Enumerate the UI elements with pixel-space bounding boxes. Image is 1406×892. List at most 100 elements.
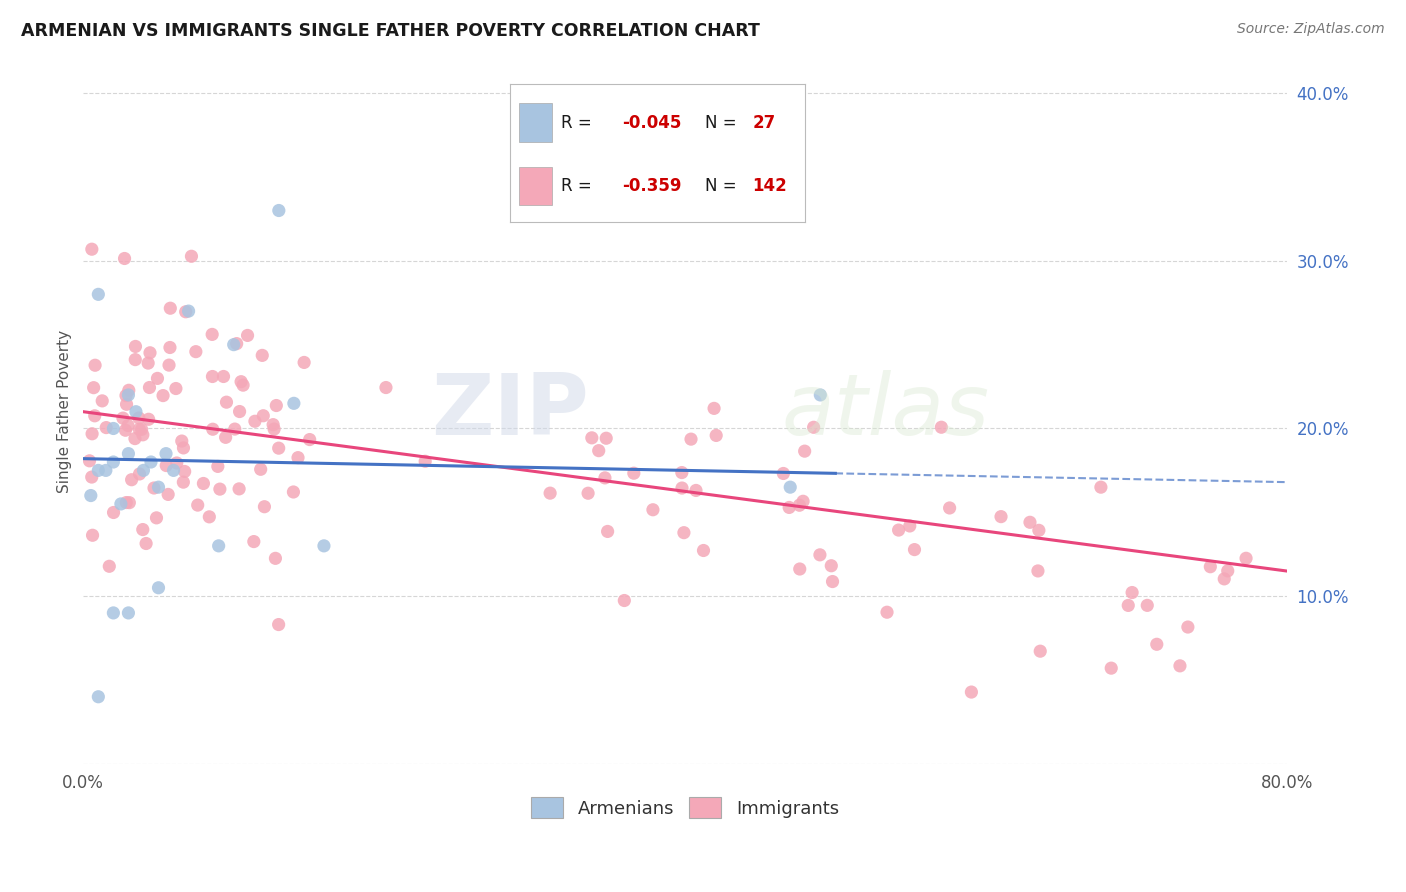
Point [118, 496, 141, 510]
Point [262, 417, 284, 432]
Point [898, 519, 921, 533]
Point [184, 344, 207, 359]
Point [312, 539, 335, 553]
Point [789, 498, 811, 512]
Point [375, 380, 398, 394]
Point [931, 420, 953, 434]
Point [264, 551, 287, 566]
Point [249, 462, 271, 476]
Point [124, 339, 146, 353]
Point [84, 358, 107, 372]
Point [157, 358, 180, 372]
Point [672, 525, 695, 540]
Point [208, 539, 231, 553]
Point [103, 606, 125, 620]
Point [201, 327, 224, 342]
Point [138, 380, 160, 394]
Point [252, 409, 274, 423]
Point [1216, 564, 1239, 578]
Point [173, 465, 195, 479]
Point [623, 466, 645, 480]
Point [170, 434, 193, 448]
Point [125, 405, 148, 419]
Point [79, 454, 101, 468]
Point [228, 404, 250, 418]
Point [703, 401, 725, 416]
Point [132, 427, 155, 442]
Point [1026, 564, 1049, 578]
Point [152, 388, 174, 402]
Point [193, 476, 215, 491]
Point [172, 475, 194, 490]
Point [103, 455, 125, 469]
Point [267, 617, 290, 632]
Point [779, 480, 801, 494]
Point [413, 454, 436, 468]
Point [671, 481, 693, 495]
Point [808, 388, 831, 402]
Point [115, 495, 138, 509]
Point [87, 690, 110, 704]
Point [155, 458, 177, 473]
Point [83, 409, 105, 423]
Legend: Armenians, Immigrants: Armenians, Immigrants [524, 790, 846, 825]
Point [172, 441, 194, 455]
Point [201, 369, 224, 384]
Point [1213, 572, 1236, 586]
Point [803, 420, 825, 434]
Point [1099, 661, 1122, 675]
Point [201, 422, 224, 436]
Point [131, 422, 153, 436]
Point [83, 381, 105, 395]
Text: ARMENIAN VS IMMIGRANTS SINGLE FATHER POVERTY CORRELATION CHART: ARMENIAN VS IMMIGRANTS SINGLE FATHER POV… [21, 22, 761, 40]
Point [253, 500, 276, 514]
Point [166, 456, 188, 470]
Point [1199, 559, 1222, 574]
Point [283, 485, 305, 500]
Point [298, 433, 321, 447]
Point [82, 426, 104, 441]
Point [283, 396, 305, 410]
Point [148, 581, 170, 595]
Point [162, 463, 184, 477]
Point [243, 414, 266, 428]
Point [212, 369, 235, 384]
Point [1177, 620, 1199, 634]
Point [1121, 585, 1143, 599]
Point [121, 473, 143, 487]
Point [80, 470, 103, 484]
Point [596, 524, 619, 539]
Text: ZIP: ZIP [430, 370, 589, 453]
Point [1116, 599, 1139, 613]
Point [679, 432, 702, 446]
Point [114, 423, 136, 437]
Point [165, 382, 187, 396]
Point [287, 450, 309, 465]
Point [595, 431, 617, 445]
Point [581, 431, 603, 445]
Point [232, 378, 254, 392]
Point [139, 455, 162, 469]
Point [236, 328, 259, 343]
Point [174, 305, 197, 319]
Point [214, 430, 236, 444]
Point [613, 593, 636, 607]
Point [146, 371, 169, 385]
Point [252, 348, 274, 362]
Point [103, 421, 125, 435]
Point [224, 422, 246, 436]
Point [114, 252, 136, 266]
Point [110, 497, 132, 511]
Point [117, 447, 139, 461]
Point [132, 523, 155, 537]
Point [80, 242, 103, 256]
Point [96, 420, 118, 434]
Point [793, 444, 815, 458]
Point [267, 441, 290, 455]
Point [243, 534, 266, 549]
Point [82, 528, 104, 542]
Point [671, 466, 693, 480]
Point [207, 459, 229, 474]
Point [103, 506, 125, 520]
Point [157, 487, 180, 501]
